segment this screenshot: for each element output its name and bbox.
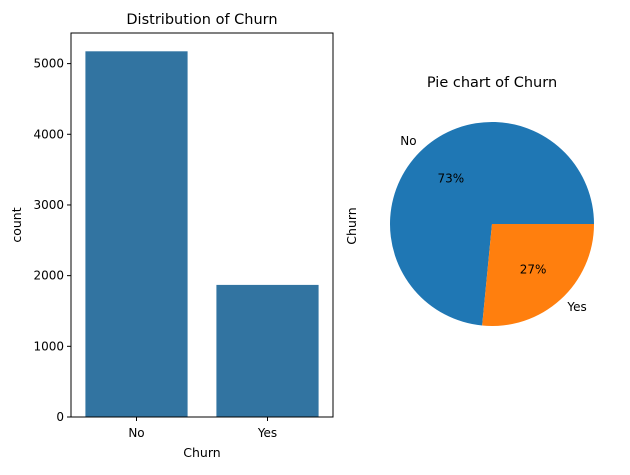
bar-chart: Distribution of Churn No Yes 0 1000 2000 3000… [9,12,334,460]
pie-y-axis-label: Churn [344,207,359,244]
y-tick-label: 4000 [33,127,64,141]
pie-chart: Pie chart of Churn No 73% Yes 27% Churn [344,75,594,327]
y-tick-label: 1000 [33,339,64,353]
x-tick-label: Yes [257,426,277,440]
bar-no [85,51,188,417]
bar-axes-frame [70,32,334,418]
bar-y-axis-label: count [9,207,24,242]
pie-label-no: No [400,134,416,148]
y-tick-label: 2000 [33,269,64,283]
bar-yes [216,284,319,417]
pie-slice-yes [482,224,594,327]
y-tick-label: 3000 [33,198,64,212]
pie-pct-label-no: 73% [438,172,465,186]
pie-slice-no [390,122,594,326]
pie-chart-title: Pie chart of Churn [427,75,557,91]
pie-plot-area: No 73% Yes 27% [390,122,594,327]
y-tick-label: 0 [56,410,64,424]
x-tick-label: No [128,426,144,440]
bar-chart-title: Distribution of Churn [126,12,277,28]
y-tick-label: 5000 [33,57,64,71]
pie-label-yes: Yes [566,300,586,314]
bar-x-axis-label: Churn [183,445,220,460]
bar-plot-area: No Yes 0 1000 2000 3000 4000 5000 [33,51,319,440]
pie-pct-label-yes: 27% [520,262,547,276]
